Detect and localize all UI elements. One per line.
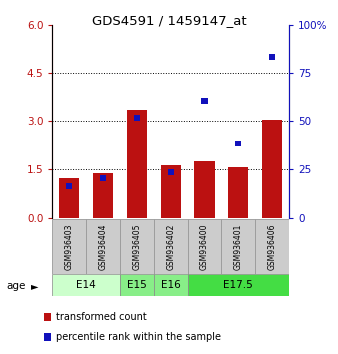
Bar bbox=[120, 274, 154, 296]
Bar bbox=[120, 219, 154, 274]
Bar bbox=[161, 165, 181, 218]
Bar bbox=[86, 219, 120, 274]
Text: E14: E14 bbox=[76, 280, 96, 290]
Text: age: age bbox=[7, 281, 26, 291]
Bar bbox=[262, 120, 282, 218]
Bar bbox=[52, 219, 86, 274]
Text: GSM936404: GSM936404 bbox=[99, 224, 107, 270]
Bar bbox=[59, 177, 79, 218]
Bar bbox=[201, 98, 208, 104]
Text: GSM936402: GSM936402 bbox=[166, 224, 175, 270]
Text: GSM936400: GSM936400 bbox=[200, 224, 209, 270]
Bar bbox=[194, 161, 215, 218]
Bar bbox=[188, 219, 221, 274]
Bar bbox=[255, 219, 289, 274]
Bar bbox=[269, 54, 275, 59]
Bar bbox=[52, 274, 120, 296]
Text: GDS4591 / 1459147_at: GDS4591 / 1459147_at bbox=[92, 14, 246, 27]
Bar bbox=[221, 219, 255, 274]
Bar bbox=[127, 110, 147, 218]
Bar bbox=[154, 274, 188, 296]
Text: GSM936401: GSM936401 bbox=[234, 224, 243, 270]
Text: E17.5: E17.5 bbox=[223, 280, 253, 290]
Text: E16: E16 bbox=[161, 280, 180, 290]
Bar bbox=[100, 175, 106, 181]
Text: GSM936406: GSM936406 bbox=[268, 224, 276, 270]
Bar bbox=[168, 170, 174, 175]
Text: percentile rank within the sample: percentile rank within the sample bbox=[56, 332, 221, 342]
Text: GSM936403: GSM936403 bbox=[65, 224, 74, 270]
Bar bbox=[188, 274, 289, 296]
Bar bbox=[228, 167, 248, 218]
Bar bbox=[235, 141, 241, 146]
Bar bbox=[154, 219, 188, 274]
Text: transformed count: transformed count bbox=[56, 312, 146, 322]
Bar bbox=[93, 173, 113, 218]
Text: E15: E15 bbox=[127, 280, 147, 290]
Text: ►: ► bbox=[31, 281, 39, 291]
Text: GSM936405: GSM936405 bbox=[132, 224, 141, 270]
Bar bbox=[66, 183, 72, 189]
Bar bbox=[134, 115, 140, 121]
